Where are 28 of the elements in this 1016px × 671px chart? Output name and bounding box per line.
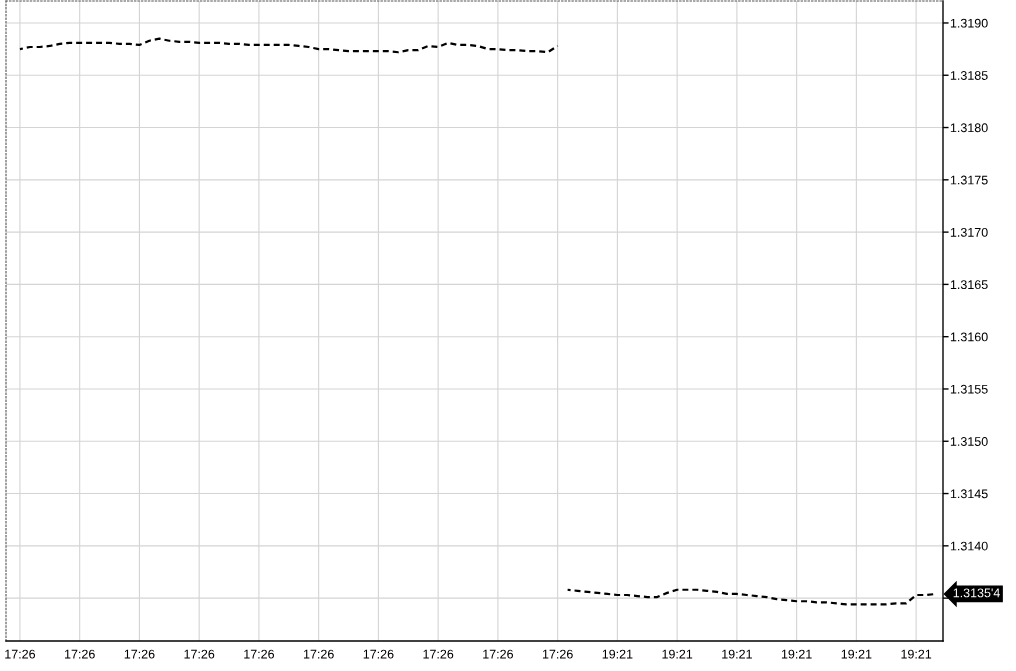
x-tick-label: 17:26	[244, 649, 275, 659]
x-tick-label: 19:21	[662, 649, 693, 659]
x-tick-label: 19:21	[722, 649, 752, 659]
x-tick-label: 17:26	[423, 649, 454, 659]
text: 1.3135'4	[953, 588, 1000, 598]
x-tick-label: 19:21	[781, 649, 812, 659]
x-tick-label: 17:26	[5, 649, 36, 659]
y-tick-label: 1.3185	[950, 71, 988, 80]
y-tick-label: 1.3145	[950, 489, 988, 499]
x-tick-label: 17:26	[65, 649, 95, 659]
x-tick-label: 17:26	[542, 649, 573, 659]
y-tick-label: 1.3155	[950, 384, 988, 394]
y-tick-label: 1.3175	[950, 175, 988, 185]
y-tick-label: 1.3190	[950, 18, 988, 28]
y-tick-label: 1.3170	[950, 227, 988, 237]
x-tick-label: 19:21	[901, 649, 932, 659]
y-tick-label: 1.3180	[950, 123, 988, 133]
x-tick-label: 17:26	[124, 649, 155, 659]
y-tick-label: 1.3150	[950, 437, 988, 446]
y-tick-label: 1.3140	[950, 541, 988, 551]
x-tick-label: 19:21	[841, 649, 872, 659]
y-tick-label: 1.3160	[950, 332, 988, 342]
x-tick-label: 17:26	[483, 649, 513, 659]
x-tick-label: 17:26	[303, 649, 334, 659]
y-tick-label: 1.3165	[950, 280, 988, 290]
x-tick-label: 17:26	[363, 649, 394, 659]
x-tick-label: 19:21	[602, 649, 633, 659]
x-tick-label: 17:26	[184, 649, 215, 659]
